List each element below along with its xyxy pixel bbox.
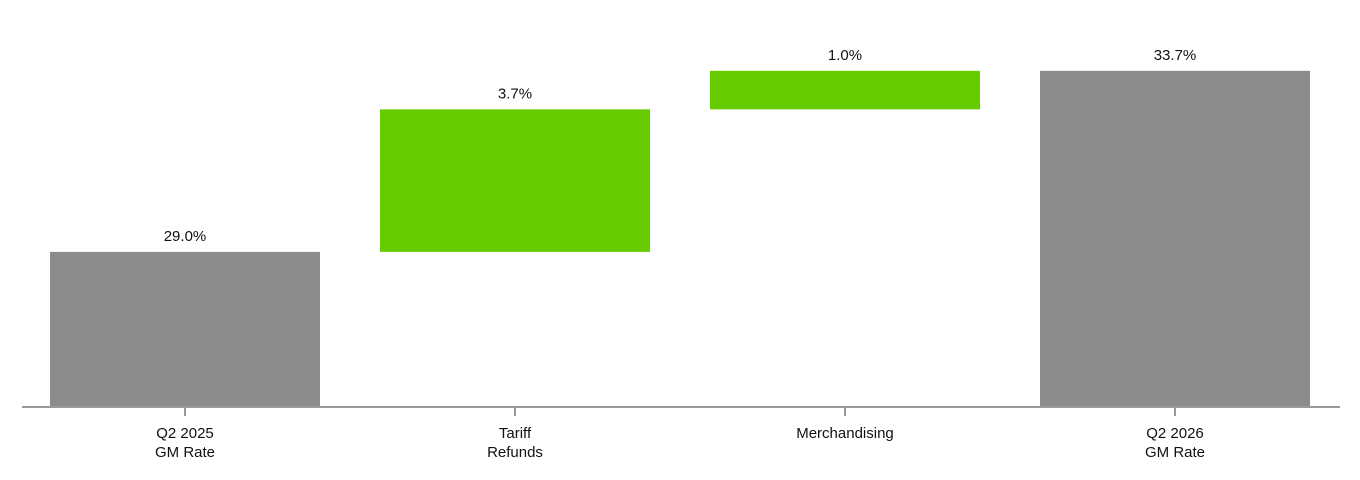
bar <box>1040 70 1310 407</box>
bar <box>710 70 980 110</box>
value-label: 3.7% <box>498 85 532 102</box>
value-label: 1.0% <box>828 47 862 64</box>
x-tick-label: Refunds <box>487 444 543 461</box>
bar <box>50 251 320 406</box>
x-tick-label: GM Rate <box>1145 444 1205 461</box>
x-tick-label: Q2 2025 <box>156 425 214 442</box>
x-tick-label: Merchandising <box>796 425 894 442</box>
x-tick-label: Q2 2026 <box>1146 425 1204 442</box>
value-label: 33.7% <box>1154 47 1197 64</box>
bar <box>380 109 650 252</box>
x-tick-label: GM Rate <box>155 444 215 461</box>
x-tick-label: Tariff <box>499 425 532 442</box>
value-label: 29.0% <box>164 228 207 245</box>
